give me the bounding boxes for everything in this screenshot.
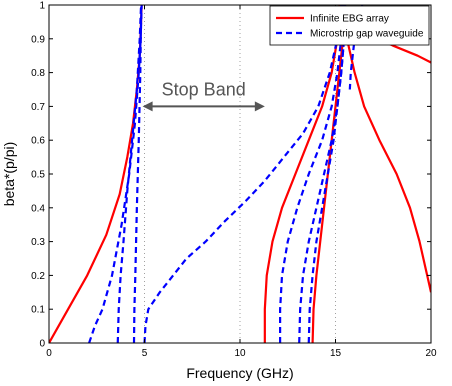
series-line bbox=[307, 5, 348, 343]
y-tick-label: 0.6 bbox=[31, 136, 45, 147]
legend-box bbox=[269, 5, 430, 46]
y-tick-label: 0.8 bbox=[31, 68, 45, 79]
stop-band-arrowhead-right bbox=[254, 101, 265, 112]
y-tick-label: 1 bbox=[39, 1, 45, 12]
legend: Infinite EBG array Microstrip gap wavegui… bbox=[269, 5, 430, 46]
x-tick-label: 10 bbox=[234, 348, 246, 359]
x-tick-label: 0 bbox=[46, 348, 52, 359]
y-tick-label: 0.9 bbox=[31, 34, 45, 45]
series-line bbox=[143, 5, 343, 343]
grid-lines bbox=[144, 5, 336, 343]
series-layer bbox=[49, 5, 431, 343]
x-tick-label: 15 bbox=[330, 348, 342, 359]
y-tick-label: 0.5 bbox=[31, 170, 45, 181]
series-line bbox=[263, 5, 343, 343]
series-line bbox=[88, 5, 143, 343]
series-microstrip-gap-waveguide bbox=[88, 5, 364, 343]
series-line bbox=[132, 5, 143, 343]
x-tick-label: 20 bbox=[425, 348, 437, 359]
y-tick-label: 0.1 bbox=[31, 305, 45, 316]
x-axis-label: Frequency (GHz) bbox=[186, 365, 293, 381]
legend-label: Microstrip gap waveguide bbox=[310, 29, 424, 40]
stop-band-label: Stop Band bbox=[162, 79, 246, 99]
y-tick-label: 0.3 bbox=[31, 237, 45, 248]
y-tick-label: 0.2 bbox=[31, 271, 45, 282]
stop-band-annotation: Stop Band bbox=[142, 79, 265, 112]
x-tick-label: 5 bbox=[142, 348, 148, 359]
y-tick-label: 0.7 bbox=[31, 102, 45, 113]
y-tick-label: 0.4 bbox=[31, 203, 45, 214]
series-line bbox=[338, 5, 431, 293]
series-line bbox=[279, 5, 345, 343]
series-line bbox=[116, 5, 143, 343]
stop-band-arrowhead-left bbox=[142, 101, 153, 112]
y-tick-label: 0 bbox=[39, 339, 45, 350]
legend-label: Infinite EBG array bbox=[310, 14, 389, 25]
y-axis-label: beta*(p/pi) bbox=[1, 142, 17, 207]
axis-ticks: 0 5 10 15 20 0 0.1 0.2 0.3 0.4 0.5 0.6 0.7 0.8 0.9 1 bbox=[31, 1, 437, 360]
